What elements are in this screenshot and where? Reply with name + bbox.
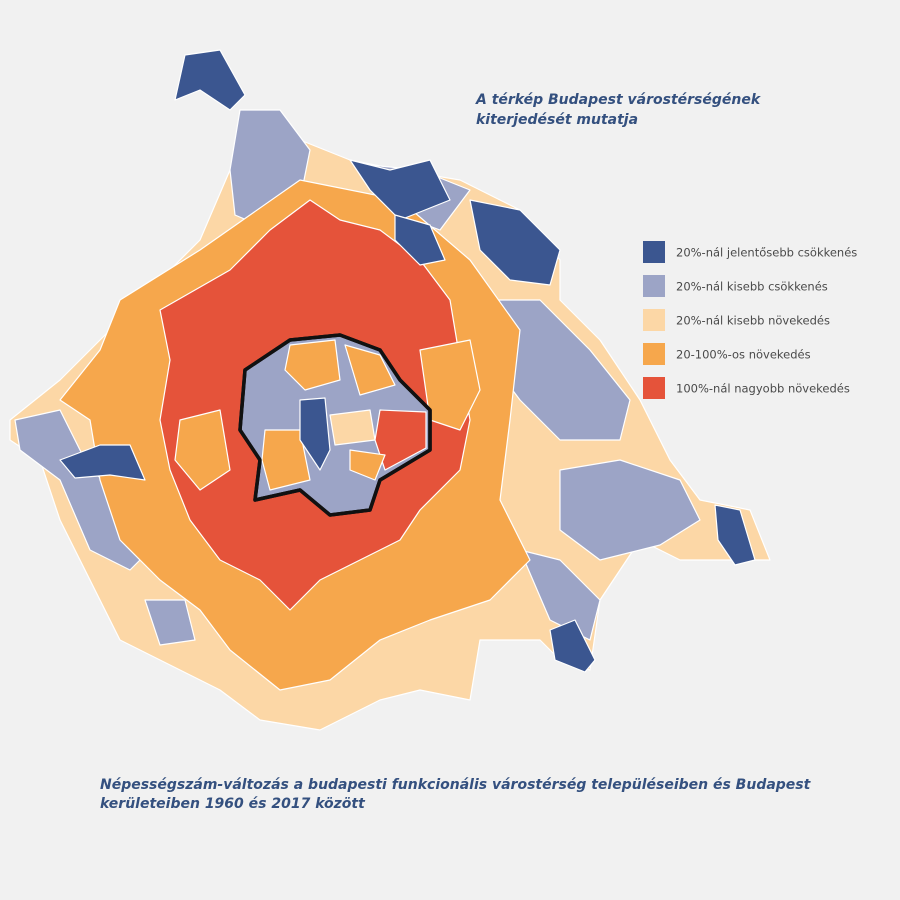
legend: 20%-nál jelentősebb csökkenés 20%-nál kis… (643, 241, 857, 399)
region (144, 599, 196, 646)
caption-line: kerületeiben 1960 és 2017 között (100, 796, 366, 812)
title-line: kiterjedését mutatja (476, 112, 638, 128)
legend-swatch (643, 241, 665, 263)
district (349, 449, 386, 481)
legend-swatch (643, 275, 665, 297)
budapest-outline (238, 333, 432, 517)
district (261, 429, 311, 491)
region (559, 459, 701, 561)
region (549, 619, 596, 673)
district (284, 339, 341, 391)
legend-label: 100%-nál nagyobb növekedés (676, 382, 850, 396)
region (519, 549, 601, 641)
legend-label: 20%-nál kisebb csökkenés (676, 280, 828, 294)
map (9, 49, 771, 731)
district (374, 409, 427, 471)
district (299, 397, 331, 471)
legend-swatch (643, 377, 665, 399)
title-line: A térkép Budapest várostérségének (475, 92, 762, 108)
legend-swatch (643, 309, 665, 331)
legend-label: 20-100%-os növekedés (676, 348, 811, 362)
region (174, 409, 231, 491)
district (344, 344, 396, 396)
region (714, 504, 756, 566)
district (329, 409, 376, 446)
region (394, 214, 446, 266)
legend-label: 20%-nál jelentősebb csökkenés (676, 246, 857, 260)
region (174, 49, 246, 111)
region (59, 444, 146, 481)
legend-swatch (643, 343, 665, 365)
legend-label: 20%-nál kisebb növekedés (676, 314, 830, 328)
region (349, 159, 451, 221)
region (469, 199, 561, 286)
caption-line: Népességszám-változás a budapesti funkci… (100, 777, 812, 793)
